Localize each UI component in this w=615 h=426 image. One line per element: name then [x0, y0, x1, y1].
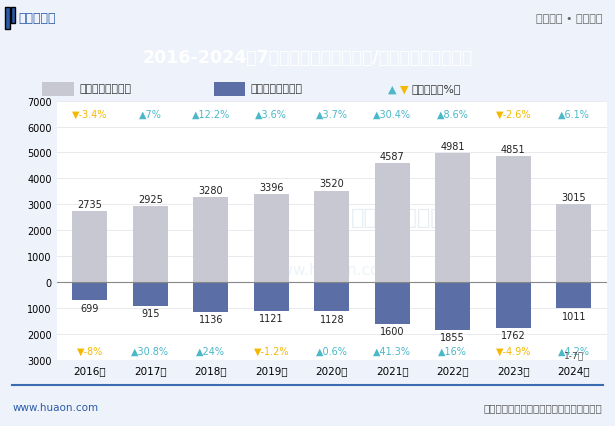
Text: 3280: 3280	[199, 185, 223, 195]
Text: 3396: 3396	[259, 182, 284, 192]
Text: ▲41.3%: ▲41.3%	[373, 346, 411, 356]
Text: ▲24%: ▲24%	[196, 346, 225, 356]
Bar	[193, 282, 228, 312]
Text: www.huaon.com: www.huaon.com	[269, 262, 395, 277]
Text: 2925: 2925	[138, 194, 163, 204]
FancyBboxPatch shape	[5, 8, 10, 30]
Text: 出口额（亿美元）: 出口额（亿美元）	[79, 84, 132, 94]
Text: ▲6.1%: ▲6.1%	[558, 109, 590, 119]
FancyBboxPatch shape	[11, 8, 15, 24]
Bar	[133, 207, 168, 282]
Text: 699: 699	[81, 303, 99, 313]
Text: 1011: 1011	[561, 311, 586, 321]
Bar	[193, 198, 228, 282]
Text: 同比增长（%）: 同比增长（%）	[411, 84, 461, 94]
Text: 1136: 1136	[199, 314, 223, 324]
Text: ▲30.4%: ▲30.4%	[373, 109, 411, 119]
Text: 1128: 1128	[319, 314, 344, 324]
Text: ▼: ▼	[400, 84, 408, 94]
Bar	[556, 204, 591, 282]
Text: 进口额（亿美元）: 进口额（亿美元）	[251, 84, 303, 94]
Text: ▼-1.2%: ▼-1.2%	[253, 346, 289, 356]
Bar	[556, 282, 591, 308]
Text: ▼-3.4%: ▼-3.4%	[72, 109, 108, 119]
Text: 1600: 1600	[380, 326, 405, 336]
Text: 3015: 3015	[561, 192, 586, 202]
Text: ▲7%: ▲7%	[139, 109, 162, 119]
Text: ▲12.2%: ▲12.2%	[192, 109, 230, 119]
Text: 4851: 4851	[501, 145, 526, 155]
Bar	[73, 282, 108, 300]
Bar	[496, 157, 531, 282]
Bar	[314, 282, 349, 311]
Bar	[73, 212, 108, 282]
Text: ▲3.6%: ▲3.6%	[255, 109, 287, 119]
Text: ▲30.8%: ▲30.8%	[132, 346, 169, 356]
Bar	[254, 282, 289, 311]
Text: www.huaon.com: www.huaon.com	[12, 402, 98, 412]
Text: 915: 915	[141, 308, 159, 318]
Text: 1762: 1762	[501, 330, 526, 340]
Text: ▲16%: ▲16%	[438, 346, 467, 356]
Text: 华经情报网: 华经情报网	[18, 12, 56, 25]
Text: 1-7月: 1-7月	[564, 351, 584, 360]
Text: 4981: 4981	[440, 141, 465, 151]
Text: ▼-4.9%: ▼-4.9%	[496, 346, 531, 356]
Bar	[375, 164, 410, 282]
Text: 资料来源：中国海关、华经产业研究院整理: 资料来源：中国海关、华经产业研究院整理	[484, 402, 603, 412]
Text: ▲4.2%: ▲4.2%	[558, 346, 590, 356]
Text: 4587: 4587	[380, 152, 405, 161]
Text: ▲: ▲	[388, 84, 397, 94]
Bar	[435, 154, 470, 282]
Bar	[42, 83, 74, 96]
Bar	[133, 282, 168, 306]
Bar	[254, 195, 289, 282]
Text: 1855: 1855	[440, 333, 465, 343]
Text: ▼-2.6%: ▼-2.6%	[496, 109, 531, 119]
Text: 3520: 3520	[319, 179, 344, 189]
Bar	[496, 282, 531, 328]
Text: 华经产业研究院: 华经产业研究院	[351, 208, 445, 228]
Bar	[314, 191, 349, 282]
Text: 2735: 2735	[77, 199, 102, 209]
Text: ▲8.6%: ▲8.6%	[437, 109, 469, 119]
Text: ▼-8%: ▼-8%	[77, 346, 103, 356]
Text: 1121: 1121	[259, 314, 284, 324]
Text: 专业严谨 • 客观科学: 专业严谨 • 客观科学	[536, 14, 603, 24]
Text: ▲0.6%: ▲0.6%	[316, 346, 347, 356]
Text: ▲3.7%: ▲3.7%	[315, 109, 348, 119]
Bar	[214, 83, 245, 96]
Bar	[435, 282, 470, 330]
Bar	[375, 282, 410, 324]
Text: 2016-2024年7月浙江省（境内目的地/货源地）进、出口额: 2016-2024年7月浙江省（境内目的地/货源地）进、出口额	[143, 49, 472, 66]
